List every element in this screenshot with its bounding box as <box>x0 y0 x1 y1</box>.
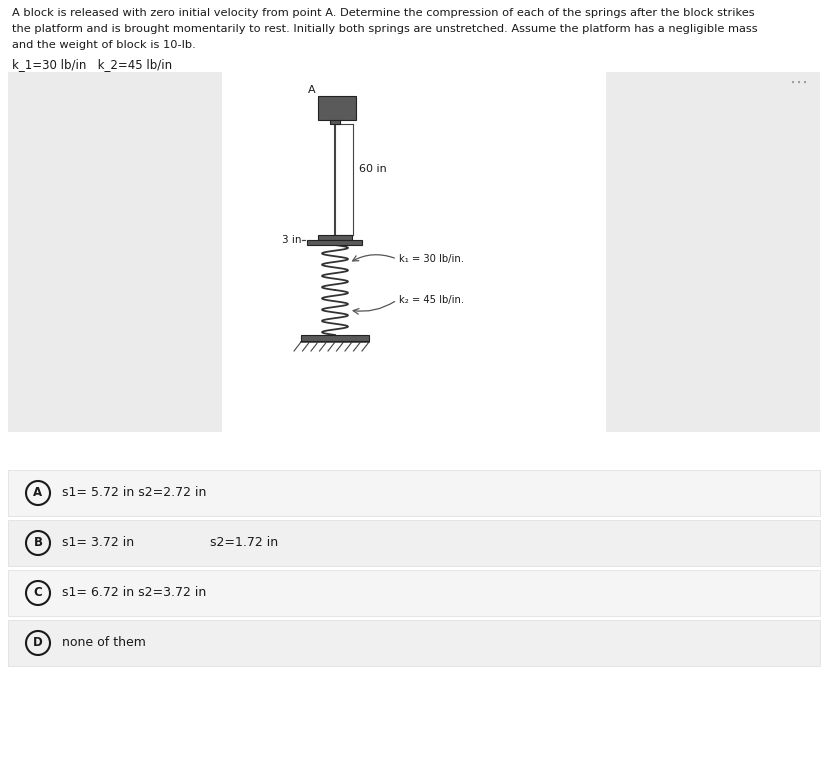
Text: k₂ = 45 lb/in.: k₂ = 45 lb/in. <box>399 295 464 305</box>
Text: s1= 3.72 in: s1= 3.72 in <box>62 537 134 549</box>
Text: and the weight of block is 10-lb.: and the weight of block is 10-lb. <box>12 40 195 50</box>
Text: s2=1.72 in: s2=1.72 in <box>210 537 278 549</box>
Bar <box>8 570 819 616</box>
Text: B: B <box>33 537 42 549</box>
Bar <box>8 620 819 666</box>
Text: C: C <box>34 587 42 600</box>
Text: k₁ = 30 lb/in.: k₁ = 30 lb/in. <box>399 254 463 264</box>
Text: A block is released with zero initial velocity from point A. Determine the compr: A block is released with zero initial ve… <box>12 8 753 18</box>
Bar <box>8 72 222 432</box>
Bar <box>8 520 819 566</box>
Text: s1= 5.72 in s2=2.72 in: s1= 5.72 in s2=2.72 in <box>62 486 206 499</box>
Text: D: D <box>33 637 43 650</box>
Text: A: A <box>308 85 316 95</box>
Text: the platform and is brought momentarily to rest. Initially both springs are unst: the platform and is brought momentarily … <box>12 24 757 34</box>
Bar <box>605 72 819 432</box>
Text: 3 in: 3 in <box>282 235 301 245</box>
Bar <box>318 96 356 120</box>
Text: A: A <box>33 486 42 499</box>
Text: ⋯: ⋯ <box>789 74 807 92</box>
Text: k_1=30 lb/in   k_2=45 lb/in: k_1=30 lb/in k_2=45 lb/in <box>12 58 172 71</box>
Bar <box>307 240 362 245</box>
Text: none of them: none of them <box>62 637 146 650</box>
Bar <box>301 335 369 341</box>
Text: s1= 6.72 in s2=3.72 in: s1= 6.72 in s2=3.72 in <box>62 587 206 600</box>
Bar <box>330 120 340 124</box>
Text: 60 in: 60 in <box>359 164 386 175</box>
Bar <box>318 235 351 240</box>
Bar <box>8 470 819 516</box>
